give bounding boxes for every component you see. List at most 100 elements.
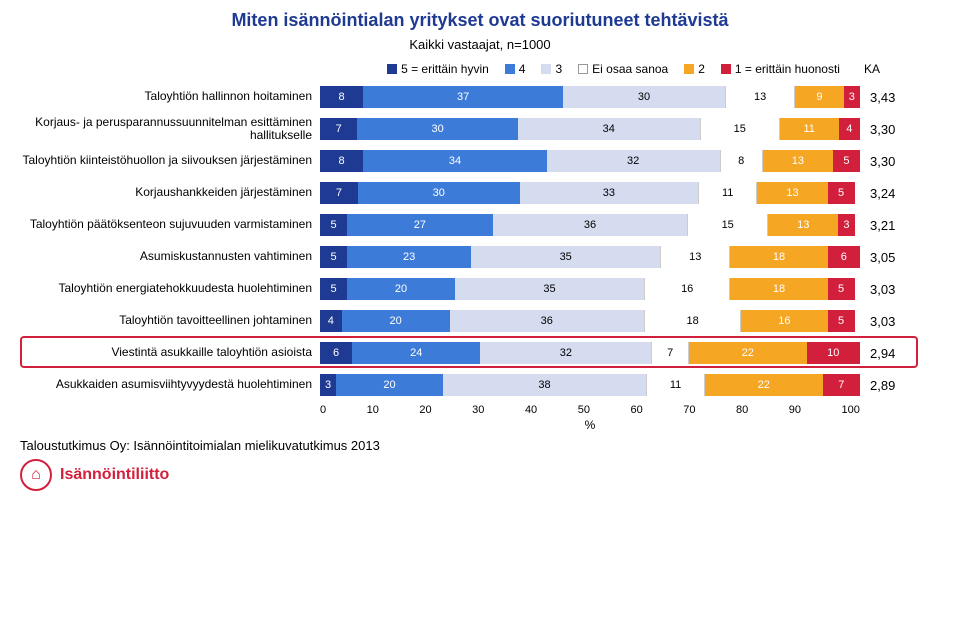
axis-tick: 60 — [630, 404, 642, 416]
bar-segment: 18 — [730, 278, 827, 300]
legend-label: Ei osaa sanoa — [592, 62, 668, 76]
bar-segment: 13 — [757, 182, 827, 204]
stacked-bar-chart: Taloyhtiön hallinnon hoitaminen837301393… — [20, 84, 940, 398]
axis-tick: 90 — [789, 404, 801, 416]
bar-segment: 6 — [320, 342, 352, 364]
bar-segment: 9 — [795, 86, 844, 108]
bar-segment: 18 — [644, 310, 741, 332]
bar: 7303415114 — [320, 118, 860, 140]
bar-segment: 34 — [363, 150, 547, 172]
row-label: Taloyhtiön tavoitteellinen johtaminen — [20, 314, 320, 327]
legend-label: 1 = erittäin huonosti — [735, 62, 840, 76]
x-axis: 0102030405060708090100 % — [320, 404, 860, 434]
legend-label: 4 — [519, 62, 526, 76]
bar: 6243272210 — [320, 342, 860, 364]
bar-segment: 8 — [320, 150, 363, 172]
chart-row: Taloyhtiön tavoitteellinen johtaminen420… — [20, 308, 940, 334]
bar-segment: 4 — [839, 118, 860, 140]
bar-segment: 6 — [828, 246, 860, 268]
bar-segment: 38 — [443, 374, 646, 396]
chart-row: Taloyhtiön päätöksenteon sujuvuuden varm… — [20, 212, 940, 238]
logo-text: Isännöintiliitto — [60, 466, 169, 484]
chart-row: Taloyhtiön kiinteistöhuollon ja siivouks… — [20, 148, 940, 174]
bar-segment: 7 — [651, 342, 688, 364]
legend-swatch — [505, 64, 515, 74]
bar: 3203811227 — [320, 374, 860, 396]
bar-segment: 5 — [320, 246, 347, 268]
bar-segment: 3 — [844, 86, 860, 108]
legend-label: 5 = erittäin hyvin — [401, 62, 489, 76]
chart-row: Asumiskustannusten vahtiminen52335131863… — [20, 244, 940, 270]
chart-row: Taloyhtiön hallinnon hoitaminen837301393… — [20, 84, 940, 110]
ka-value: 2,94 — [860, 346, 910, 361]
bar-segment: 5 — [828, 182, 855, 204]
bar-segment: 34 — [518, 118, 700, 140]
axis-tick: 80 — [736, 404, 748, 416]
bar-segment: 30 — [563, 86, 725, 108]
legend-item: Ei osaa sanoa — [578, 62, 668, 76]
axis-tick: 50 — [578, 404, 590, 416]
chart-row: Asukkaiden asumisviihtyvyydestä huolehti… — [20, 372, 940, 398]
chart-row: Korjaus- ja perusparannussuunnitelman es… — [20, 116, 940, 142]
bar: 5233513186 — [320, 246, 860, 268]
bar-segment: 27 — [347, 214, 493, 236]
bar-segment: 3 — [838, 214, 854, 236]
bar-segment: 30 — [357, 118, 517, 140]
row-label: Korjaus- ja perusparannussuunnitelman es… — [20, 116, 320, 142]
bar-segment: 24 — [352, 342, 480, 364]
legend-swatch — [541, 64, 551, 74]
x-axis-label: % — [320, 418, 860, 432]
bar: 5273615133 — [320, 214, 860, 236]
row-label: Korjaushankkeiden järjestäminen — [20, 186, 320, 199]
chart-subtitle: Kaikki vastaajat, n=1000 — [20, 37, 940, 52]
bar-segment: 8 — [720, 150, 763, 172]
ka-value: 3,05 — [860, 250, 910, 265]
legend-item: 1 = erittäin huonosti — [721, 62, 840, 76]
bar-segment: 15 — [687, 214, 768, 236]
chart-row: Viestintä asukkaille taloyhtiön asioista… — [20, 340, 940, 366]
bar-segment: 5 — [320, 278, 347, 300]
bar-segment: 35 — [471, 246, 660, 268]
bar-segment: 7 — [320, 118, 357, 140]
chart-row: Korjaushankkeiden järjestäminen730331113… — [20, 180, 940, 206]
ka-value: 3,24 — [860, 186, 910, 201]
bar-segment: 15 — [700, 118, 780, 140]
bar: 4203618165 — [320, 310, 860, 332]
ka-value: 3,30 — [860, 154, 910, 169]
chart-row: Taloyhtiön energiatehokkuudesta huolehti… — [20, 276, 940, 302]
bar-segment: 8 — [320, 86, 363, 108]
legend-swatch — [387, 64, 397, 74]
bar: 834328135 — [320, 150, 860, 172]
row-label: Asumiskustannusten vahtiminen — [20, 250, 320, 263]
axis-tick: 20 — [419, 404, 431, 416]
row-label: Taloyhtiön kiinteistöhuollon ja siivouks… — [20, 154, 320, 167]
bar-segment: 11 — [698, 182, 757, 204]
bar-segment: 11 — [780, 118, 839, 140]
bar-segment: 32 — [480, 342, 651, 364]
legend-label: 2 — [698, 62, 705, 76]
bar-segment: 10 — [807, 342, 860, 364]
logo: ⌂ Isännöintiliitto — [20, 459, 940, 491]
footer-text: Taloustutkimus Oy: Isännöintitoimialan m… — [20, 438, 940, 453]
ka-value: 2,89 — [860, 378, 910, 393]
bar-segment: 11 — [646, 374, 705, 396]
legend-swatch — [578, 64, 588, 74]
ka-header: KA — [864, 62, 880, 76]
bar-segment: 5 — [320, 214, 347, 236]
chart-title: Miten isännöintialan yritykset ovat suor… — [20, 10, 940, 31]
bar-segment: 13 — [768, 214, 838, 236]
bar-segment: 30 — [358, 182, 520, 204]
axis-tick: 40 — [525, 404, 537, 416]
legend-item: 4 — [505, 62, 526, 76]
axis-tick: 10 — [367, 404, 379, 416]
legend-item: 5 = erittäin hyvin — [387, 62, 489, 76]
bar-segment: 22 — [689, 342, 807, 364]
legend-swatch — [721, 64, 731, 74]
bar-segment: 20 — [342, 310, 450, 332]
ka-value: 3,03 — [860, 282, 910, 297]
logo-icon: ⌂ — [20, 459, 52, 491]
axis-tick: 30 — [472, 404, 484, 416]
bar-segment: 18 — [730, 246, 827, 268]
bar: 5203516185 — [320, 278, 860, 300]
legend-item: 2 — [684, 62, 705, 76]
